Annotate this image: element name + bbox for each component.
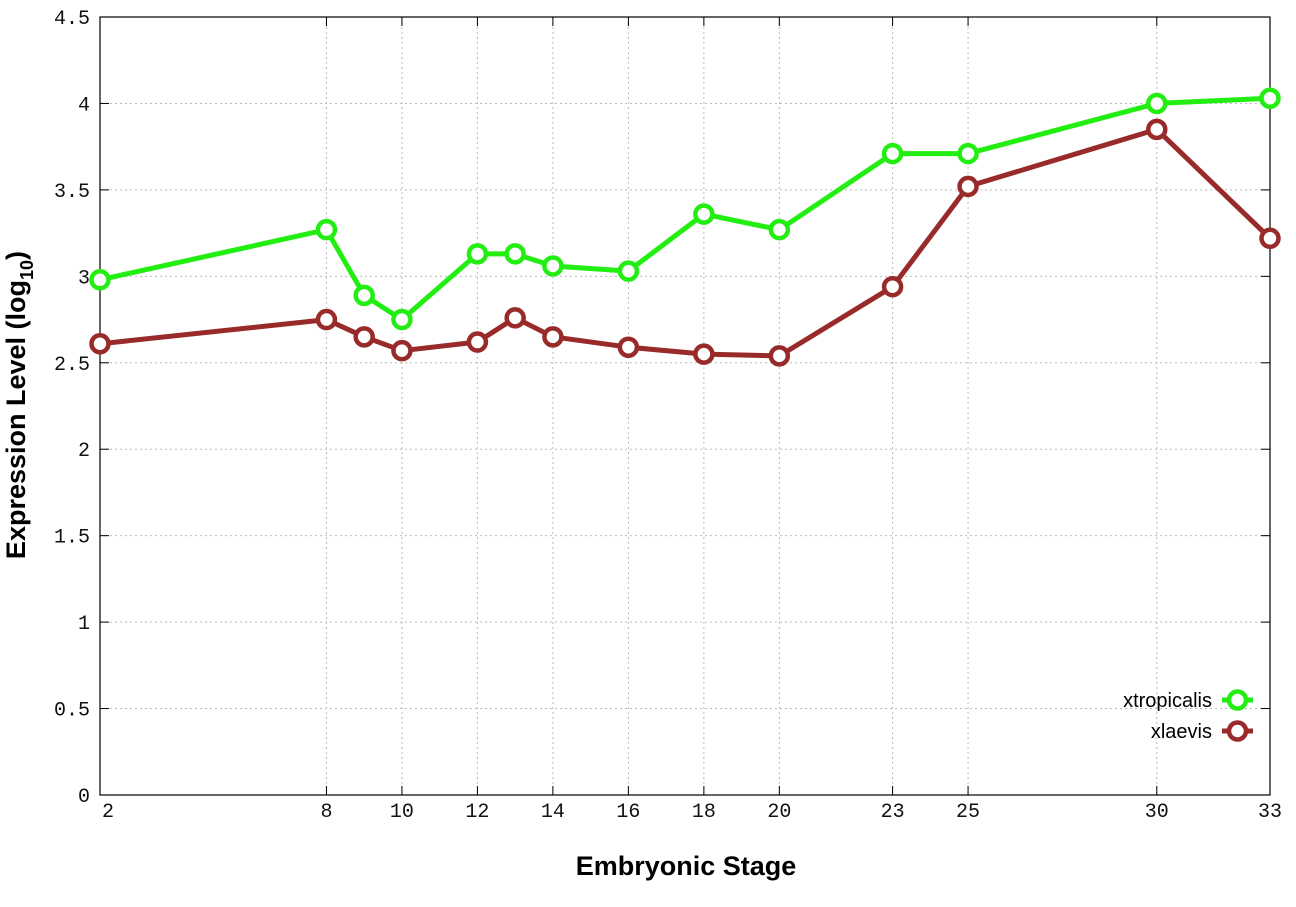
x-tick-label: 8 [320,801,332,824]
x-tick-label: 33 [1258,801,1282,824]
data-point-xlaevis [881,275,904,298]
y-tick-label: 4.5 [54,8,90,31]
grid-lines [100,17,1270,795]
data-point-xtropicalis [617,260,640,282]
y-tick-label: 1 [78,613,90,636]
axes: 0 0.5 1 1.5 2 2.5 3 3.5 4 4.5 2 8 10 12 14 16 18 20 23 25 30… [54,8,1282,824]
series-line-xtropicalis [97,95,1273,323]
data-point-xtropicalis [881,142,904,165]
y-axis-title-subscript: 10 [17,260,37,280]
data-point-xlaevis [768,345,791,367]
data-point-xlaevis [315,308,338,331]
x-tick-label: 12 [465,801,489,824]
data-point-xlaevis [542,326,564,348]
legend: xtropicalis xlaevis [1123,689,1253,743]
data-point-xlaevis [89,333,111,355]
data-point-xlaevis [1146,118,1168,141]
x-tick-label: 14 [541,801,565,824]
data-point-xtropicalis [89,269,111,291]
y-tick-label: 3.5 [54,181,90,204]
x-tick-label: 18 [692,801,716,824]
legend-label-xlaevis: xlaevis [1151,721,1212,743]
plot-frame [99,16,1271,796]
x-tick-label: 23 [881,801,905,824]
data-point-xtropicalis [768,218,791,241]
legend-swatch-marker [1226,720,1249,742]
data-point-xtropicalis [504,243,526,265]
x-axis-title: Embryonic Stage [576,851,797,881]
legend-label-xtropicalis: xtropicalis [1123,690,1212,712]
data-point-xlaevis [391,339,413,362]
data-point-xtropicalis [466,243,489,265]
data-point-xtropicalis [391,308,413,331]
y-tick-label: 1.5 [54,527,90,550]
data-point-xtropicalis [957,142,979,165]
series-lines [89,87,1281,367]
data-point-xlaevis [693,343,715,365]
y-axis-title: Expression Level (log10) [1,251,37,559]
data-point-xlaevis [957,175,979,198]
y-tick-label: 0.5 [54,700,90,723]
x-tick-label: 20 [767,801,791,824]
data-point-xtropicalis [542,255,564,277]
x-tick-label: 16 [616,801,640,824]
x-tick-label: 10 [390,801,414,824]
y-axis-title-main: Expression Level (log [1,280,31,559]
y-tick-label: 2 [78,440,90,463]
data-point-xtropicalis [1146,92,1168,115]
data-point-xlaevis [353,326,375,348]
data-point-xlaevis [504,307,526,329]
data-point-xlaevis [466,331,489,353]
data-point-xtropicalis [693,203,715,225]
y-tick-label: 0 [78,786,90,809]
y-tick-label: 4 [78,94,90,117]
data-point-xtropicalis [1259,87,1281,110]
data-point-xtropicalis [315,218,338,241]
data-point-xlaevis [617,336,640,358]
legend-swatch-marker [1226,689,1249,711]
data-point-xlaevis [1259,227,1281,250]
y-tick-label: 3 [78,267,90,290]
y-axis-title-close: ) [1,251,31,260]
x-tick-label: 25 [956,801,980,824]
x-tick-label: 2 [102,801,114,824]
x-tick-label: 30 [1145,801,1169,824]
data-point-xtropicalis [353,284,375,307]
y-tick-label: 2.5 [54,354,90,377]
